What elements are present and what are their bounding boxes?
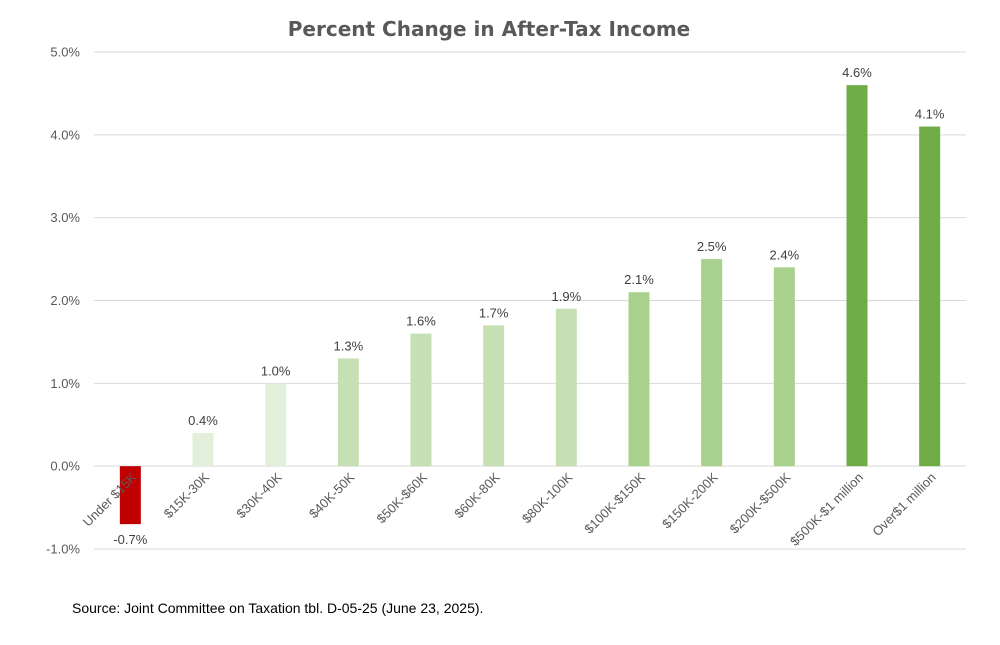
bar: [265, 383, 287, 467]
x-tick-label: $15K-30K: [161, 469, 213, 521]
data-label: 0.4%: [188, 413, 218, 428]
bar: [410, 333, 432, 467]
x-axis: Under $15K $15K-30K $30K-40K $40K-50K $50K-$…: [80, 469, 939, 548]
x-tick-label: $150K-200K: [659, 469, 721, 531]
y-axis: -1.0% 0.0% 1.0% 2.0% 3.0% 4.0% 5.0%: [46, 45, 80, 557]
y-tick-label: 1.0%: [50, 376, 80, 391]
y-tick-label: 3.0%: [50, 210, 80, 225]
data-label: 1.9%: [552, 289, 582, 304]
x-tick-label: $500K-$1 million: [787, 470, 866, 549]
data-label: 2.1%: [624, 272, 654, 287]
bar: [919, 126, 941, 467]
y-tick-label: -1.0%: [46, 542, 80, 557]
x-tick-label: $200K-$500K: [727, 469, 794, 536]
x-tick-label: $60K-80K: [451, 469, 503, 521]
data-label: 2.5%: [697, 239, 727, 254]
x-tick-label: $30K-40K: [233, 469, 285, 521]
bar: [483, 325, 505, 467]
data-label: 1.7%: [479, 305, 509, 320]
data-label: 4.1%: [915, 107, 945, 122]
x-tick-label: $80K-100K: [519, 469, 576, 526]
data-label: 1.6%: [406, 314, 436, 329]
bar: [701, 259, 723, 467]
bar: [846, 85, 868, 467]
data-label: 1.3%: [334, 338, 364, 353]
chart-title: Percent Change in After-Tax Income: [288, 17, 690, 41]
bar: [119, 466, 141, 525]
x-tick-label: Over$1 million: [869, 470, 938, 539]
data-label: 2.4%: [770, 247, 800, 262]
data-labels: -0.7% 0.4% 1.0% 1.3% 1.6% 1.7% 1.9% 2.1% 2.5% 2.4…: [113, 65, 945, 547]
gridlines: [94, 51, 966, 550]
bar: [773, 267, 795, 467]
x-tick-label: $40K-50K: [306, 469, 358, 521]
x-tick-label: $50K-$60K: [374, 469, 431, 526]
data-label: 4.6%: [842, 65, 872, 80]
y-tick-label: 2.0%: [50, 293, 80, 308]
data-label: -0.7%: [113, 532, 147, 547]
bars: [119, 85, 941, 525]
x-tick-label: $100K-$150K: [581, 469, 648, 536]
bar: [337, 358, 359, 467]
y-tick-label: 5.0%: [50, 45, 80, 60]
data-label: 1.0%: [261, 363, 291, 378]
y-tick-label: 0.0%: [50, 459, 80, 474]
bar: [192, 433, 214, 467]
y-tick-label: 4.0%: [50, 127, 80, 142]
bar: [555, 308, 577, 467]
bar: [628, 292, 650, 467]
source-note: Source: Joint Committee on Taxation tbl.…: [72, 600, 484, 616]
